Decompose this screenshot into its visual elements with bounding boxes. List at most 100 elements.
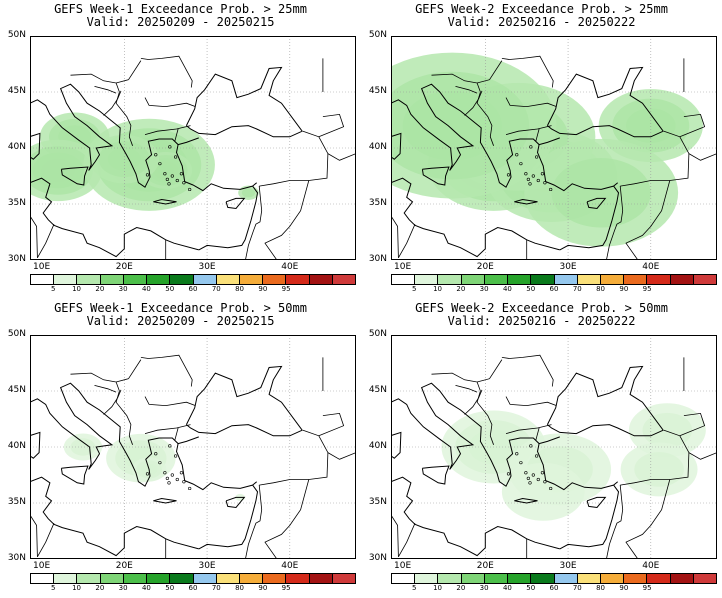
colorbar-swatch: [647, 574, 671, 583]
island: [536, 178, 540, 183]
colorbar-tick-label: 30: [479, 285, 489, 293]
country-border: [391, 514, 399, 557]
colorbar-tick-label: 20: [456, 285, 466, 293]
lat-tick-label: 50N: [7, 329, 26, 339]
island: [163, 172, 167, 176]
probability-contour: [620, 442, 698, 497]
island: [529, 444, 533, 448]
probability-contour: [501, 462, 585, 521]
colorbar-swatch: [100, 275, 124, 284]
coastline: [185, 365, 303, 437]
probability-contour: [30, 139, 102, 202]
colorbar-swatch: [216, 275, 240, 284]
colorbar-swatch: [31, 275, 55, 284]
country-border: [245, 485, 263, 559]
lon-tick-label: 20E: [115, 262, 133, 272]
colorbar-tick-label: 60: [549, 285, 559, 293]
colorbar-swatch: [484, 574, 509, 583]
island: [529, 145, 533, 149]
colorbar-swatch: [263, 275, 287, 284]
colorbar-tick-label: 30: [118, 285, 128, 293]
colorbar-swatch: [508, 275, 532, 284]
colorbar-tick-label: 50: [165, 584, 175, 592]
island: [145, 472, 150, 476]
colorbar-swatch: [484, 275, 509, 284]
coastline: [177, 137, 199, 146]
country-border: [30, 514, 38, 557]
panel-week1-25mm: GEFS Week-1 Exceedance Prob. > 25mm Vali…: [0, 0, 361, 299]
panel-week2-25mm: GEFS Week-2 Exceedance Prob. > 25mm Vali…: [361, 0, 722, 299]
colorbar-tick-label: 50: [526, 584, 536, 592]
panel-week2-50mm: GEFS Week-2 Exceedance Prob. > 50mm Vali…: [361, 299, 722, 598]
panel-valid-dates: Valid: 20250209 - 20250215: [86, 15, 275, 29]
colorbar-tick-label: 40: [502, 584, 512, 592]
colorbar: [391, 274, 717, 285]
colorbar-swatch: [239, 574, 264, 583]
island: [536, 477, 540, 482]
lon-tick-label: 40E: [642, 262, 660, 272]
island: [531, 473, 535, 477]
colorbar-swatch: [392, 275, 416, 284]
colorbar-tick-label: 95: [642, 285, 652, 293]
colorbar-swatch: [693, 574, 717, 583]
country-border: [103, 90, 122, 116]
panel-valid-dates: Valid: 20250216 - 20250222: [447, 314, 636, 328]
country-border: [625, 479, 671, 559]
colorbar-swatch: [54, 574, 78, 583]
colorbar-swatch: [100, 574, 124, 583]
colorbar-tick-label: 10: [433, 584, 443, 592]
island: [145, 173, 150, 177]
panel-title: GEFS Week-1 Exceedance Prob. > 25mm: [54, 2, 307, 16]
probability-field: [30, 112, 259, 211]
lat-tick-label: 35N: [368, 497, 387, 507]
colorbar-swatch: [531, 574, 555, 583]
panel-valid-dates: Valid: 20250216 - 20250222: [447, 15, 636, 29]
coastline: [30, 431, 41, 459]
colorbar-tick-label: 80: [235, 584, 245, 592]
country-border: [318, 412, 345, 437]
colorbar-tick-label: 20: [95, 584, 105, 592]
island: [540, 172, 545, 176]
colorbar-tick-label: 90: [619, 584, 629, 592]
colorbar-swatch: [461, 574, 485, 583]
island: [174, 155, 178, 159]
colorbar-swatch: [77, 574, 101, 583]
country-border: [94, 86, 117, 94]
colorbar-labels: 5 10 20 30 40 50 60 70 80 90 95: [30, 584, 356, 594]
lat-tick-label: 40N: [368, 142, 387, 152]
lat-tick-label: 50N: [368, 30, 387, 40]
country-border: [620, 130, 690, 187]
colorbar-swatch: [286, 275, 310, 284]
coastline: [514, 198, 538, 205]
colorbar-swatch: [123, 275, 148, 284]
country-border: [464, 90, 483, 116]
country-border: [70, 60, 142, 84]
country-border: [431, 60, 503, 84]
colorbar-swatch: [332, 275, 356, 284]
country-border: [94, 385, 117, 393]
island: [182, 480, 186, 484]
country-border: [259, 429, 329, 486]
island: [154, 153, 158, 157]
country-border: [144, 125, 191, 135]
country-border: [679, 412, 706, 437]
country-border: [505, 97, 557, 108]
coastline: [30, 177, 199, 258]
coastline: [60, 166, 89, 186]
island: [528, 182, 532, 186]
colorbar-tick-label: 70: [572, 285, 582, 293]
country-border: [606, 485, 624, 559]
colorbar-swatch: [193, 574, 217, 583]
colorbar-swatch: [624, 275, 648, 284]
island: [154, 452, 158, 456]
island: [535, 155, 539, 159]
island: [531, 174, 535, 178]
coastline: [514, 497, 538, 504]
island: [182, 181, 186, 185]
map: [391, 36, 717, 260]
island: [535, 454, 539, 458]
coastline: [225, 496, 246, 509]
country-border: [505, 125, 552, 135]
colorbar-swatch: [438, 275, 462, 284]
country-border: [476, 82, 494, 146]
